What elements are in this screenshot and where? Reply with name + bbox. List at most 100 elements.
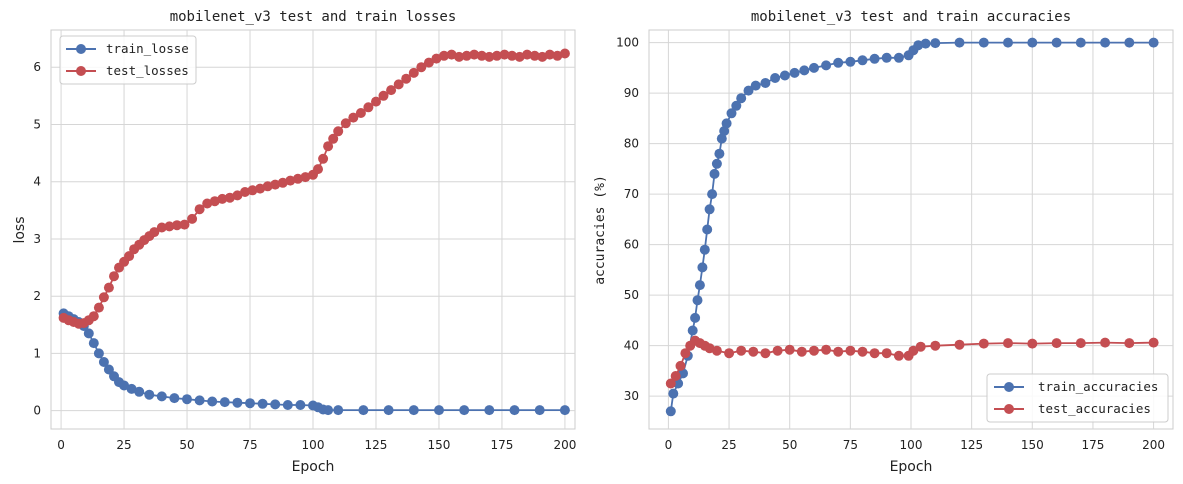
- acc-series-point-1: [821, 344, 832, 355]
- loss-series-point-1: [232, 190, 243, 201]
- acc-series-point-1: [711, 345, 722, 356]
- loss-series-point-0: [156, 391, 167, 402]
- loss-series-point-1: [522, 49, 533, 60]
- acc-series-point-1: [665, 378, 676, 389]
- loss-y-tick-label: 2: [33, 289, 41, 303]
- loss-series-point-0: [559, 405, 570, 416]
- acc-x-tick-label: 175: [1081, 438, 1104, 452]
- accuracy-legend-box: [986, 373, 1169, 423]
- acc-series-point-0: [743, 85, 754, 96]
- acc-series-point-1: [1100, 337, 1111, 348]
- loss-series-point-1: [514, 51, 525, 62]
- loss-series-point-1: [507, 50, 517, 61]
- loss-series-point-1: [240, 187, 250, 197]
- acc-series-point-1: [1003, 338, 1013, 349]
- loss-x-tick-label: 200: [553, 438, 576, 452]
- acc-series-point-0: [809, 62, 819, 73]
- loss-series-point-1: [529, 50, 540, 61]
- acc-series-point-0: [770, 73, 781, 83]
- loss-series-point-0: [323, 405, 334, 416]
- acc-x-tick-label: 200: [1142, 438, 1165, 452]
- loss-series-point-0: [295, 400, 306, 410]
- accuracy-legend: train_accuracies test_accuracies: [986, 373, 1169, 423]
- acc-x-tick-label: 25: [721, 438, 736, 452]
- acc-series-point-1: [869, 348, 880, 359]
- loss-series-point-0: [144, 389, 155, 400]
- acc-series-point-0: [1148, 37, 1159, 48]
- acc-series-point-1: [930, 340, 941, 351]
- accuracy-y-axis-label: accuracies (%): [593, 175, 608, 285]
- loss-series-point-0: [88, 338, 99, 349]
- loss-series-point-0: [534, 405, 545, 416]
- acc-y-tick-label: 80: [624, 137, 639, 151]
- acc-series-point-1: [675, 360, 686, 371]
- loss-series-point-1: [401, 73, 412, 84]
- loss-series-point-1: [431, 53, 442, 64]
- loss-series-point-1: [124, 251, 135, 262]
- acc-series-point-0: [704, 204, 715, 215]
- loss-series-point-1: [292, 173, 303, 184]
- loss-series-point-1: [156, 222, 167, 233]
- loss-series-point-1: [270, 179, 281, 190]
- loss-chart: 0 25 50 75 100 125 150 175 200 0 1 2 3 4 5 6 mobilenet…: [12, 9, 576, 475]
- acc-series-point-0: [920, 38, 931, 49]
- acc-x-tick-label: 50: [782, 438, 797, 452]
- accuracy-legend-marker-train: [1004, 382, 1014, 392]
- loss-series-point-1: [559, 48, 570, 59]
- acc-series-point-1: [954, 339, 965, 350]
- loss-series-point-1: [461, 50, 472, 61]
- loss-series-point-0: [282, 400, 293, 410]
- acc-x-tick-label: 150: [1021, 438, 1044, 452]
- loss-series-point-1: [247, 185, 258, 196]
- loss-series-point-1: [378, 90, 389, 101]
- loss-series-point-1: [552, 50, 563, 61]
- loss-series-point-1: [416, 62, 427, 73]
- acc-series-point-0: [694, 280, 705, 291]
- loss-series-point-1: [98, 292, 109, 303]
- loss-series-point-1: [348, 112, 359, 123]
- acc-series-point-0: [1027, 37, 1038, 48]
- loss-series-point-0: [103, 364, 114, 375]
- accuracy-chart-title: mobilenet_v3 test and train accuracies: [751, 9, 1071, 25]
- acc-x-tick-label: 75: [843, 438, 858, 452]
- acc-series-point-0: [881, 52, 892, 63]
- loss-x-tick-label: 125: [365, 438, 388, 452]
- loss-series-point-1: [103, 282, 114, 293]
- loss-series-point-1: [469, 49, 480, 60]
- loss-series-point-0: [383, 405, 394, 416]
- loss-series-point-1: [454, 51, 465, 62]
- acc-series-point-0: [687, 325, 698, 336]
- acc-series-point-0: [760, 78, 771, 88]
- loss-series-point-1: [313, 164, 323, 175]
- loss-series-point-1: [149, 227, 160, 238]
- acc-series-point-1: [915, 341, 926, 352]
- acc-series-point-1: [978, 338, 989, 349]
- loss-series-point-1: [371, 96, 381, 107]
- acc-series-point-1: [1148, 337, 1159, 348]
- loss-series-point-0: [134, 386, 145, 397]
- acc-series-point-0: [702, 224, 713, 235]
- acc-series-point-0: [789, 67, 800, 78]
- acc-x-tick-label: 0: [665, 438, 673, 452]
- loss-series-point-1: [172, 220, 182, 231]
- loss-series-point-1: [491, 50, 502, 61]
- loss-series-point-0: [98, 357, 109, 367]
- acc-series-point-0: [714, 148, 725, 159]
- loss-y-tick-label: 3: [33, 232, 41, 246]
- loss-series-point-0: [257, 398, 268, 409]
- acc-series-point-1: [772, 345, 783, 356]
- acc-series-point-0: [707, 189, 718, 200]
- loss-series-point-1: [386, 85, 397, 96]
- loss-series-point-0: [459, 405, 470, 416]
- loss-grid: [51, 30, 575, 429]
- loss-series-point-1: [93, 302, 104, 313]
- loss-series-point-1: [202, 198, 213, 209]
- loss-series-point-0: [182, 394, 192, 405]
- loss-series-point-1: [217, 193, 228, 204]
- acc-series-point-1: [908, 345, 919, 356]
- accuracy-legend-label-train: train_accuracies: [1038, 379, 1158, 394]
- acc-series-point-1: [881, 348, 892, 359]
- acc-y-tick-label: 30: [624, 389, 639, 403]
- loss-series-point-1: [363, 102, 374, 113]
- acc-series-point-1: [784, 344, 795, 355]
